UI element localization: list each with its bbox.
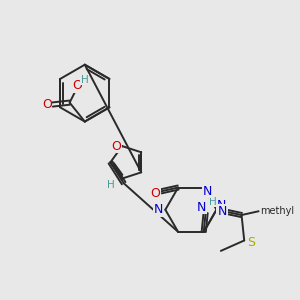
Text: N: N [154,203,164,216]
Text: O: O [112,140,122,153]
Text: O: O [151,187,160,200]
Text: N: N [197,201,206,214]
Text: N: N [203,185,212,198]
Text: methyl: methyl [260,206,295,216]
Text: S: S [247,236,255,249]
Text: H: H [81,75,89,85]
Text: H: H [209,196,217,206]
Text: N: N [218,205,227,218]
Text: H: H [107,180,115,190]
Text: O: O [72,79,82,92]
Text: O: O [42,98,52,111]
Text: N: N [217,200,226,212]
